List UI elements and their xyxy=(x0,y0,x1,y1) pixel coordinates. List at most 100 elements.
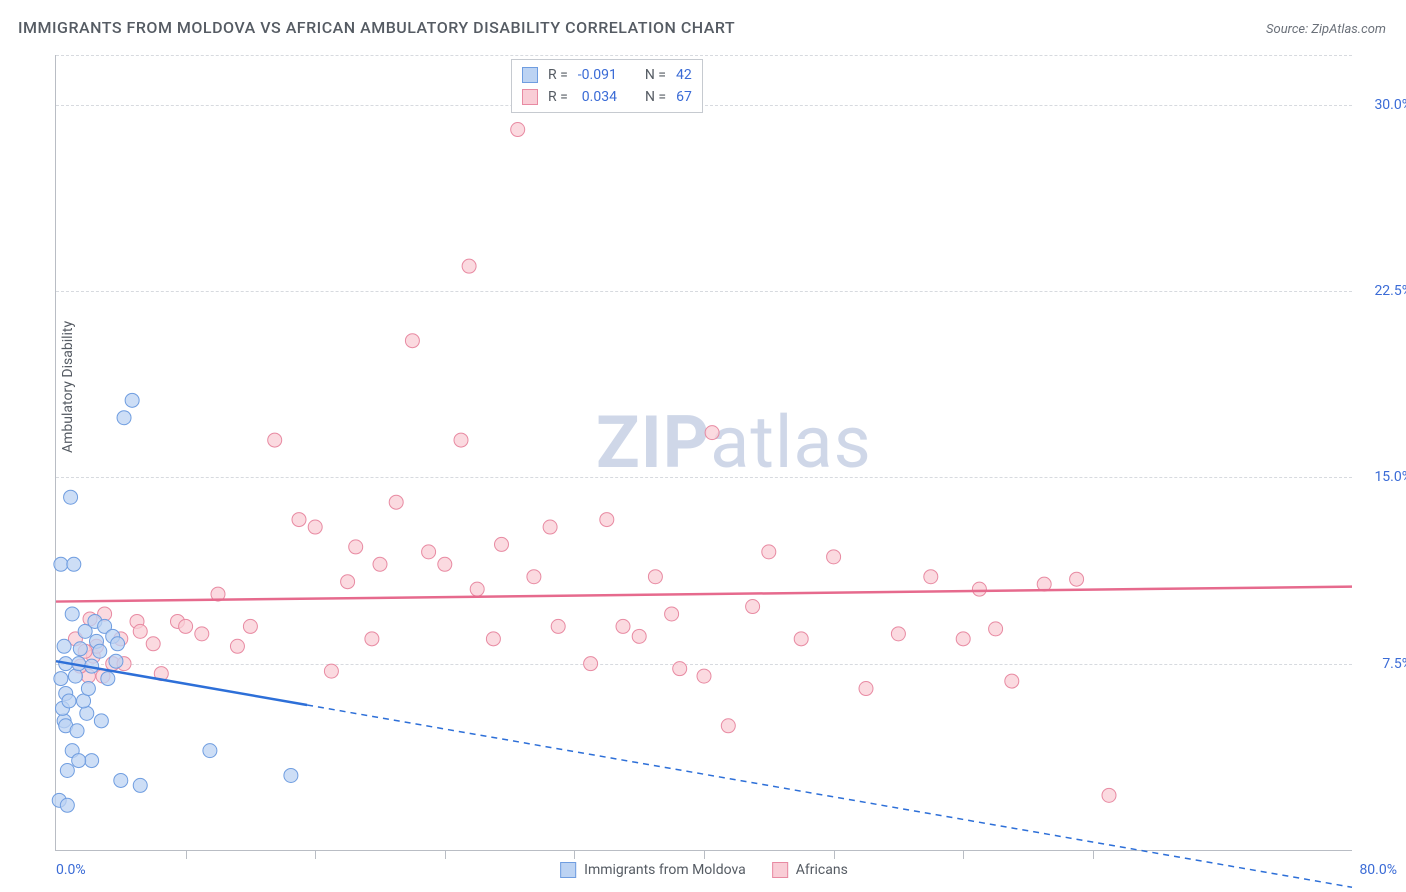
data-point xyxy=(551,619,565,633)
data-point xyxy=(133,624,147,638)
r-label: R = xyxy=(548,89,568,105)
data-point xyxy=(924,570,938,584)
x-min-label: 0.0% xyxy=(56,862,86,878)
legend-series: Immigrants from Moldova Africans xyxy=(560,862,848,878)
x-max-label: 80.0% xyxy=(1359,862,1397,878)
data-point xyxy=(114,773,128,787)
y-tick-label: 22.5% xyxy=(1357,283,1406,299)
data-point xyxy=(972,582,986,596)
swatch-series-b xyxy=(522,89,538,105)
data-point xyxy=(73,642,87,656)
data-point xyxy=(721,719,735,733)
data-point xyxy=(794,632,808,646)
data-point xyxy=(989,622,1003,636)
n-label: N = xyxy=(645,67,666,83)
trend-line xyxy=(56,661,307,705)
x-tick xyxy=(186,850,187,859)
data-point xyxy=(109,654,123,668)
legend-correlation: R = -0.091 N = 42 R = 0.034 N = 67 xyxy=(511,59,703,113)
n-value-a: 42 xyxy=(676,67,692,83)
data-point xyxy=(1070,572,1084,586)
n-value-b: 67 xyxy=(676,89,692,105)
x-tick xyxy=(1093,850,1094,859)
data-point xyxy=(673,662,687,676)
data-point xyxy=(665,607,679,621)
data-point xyxy=(462,259,476,273)
data-point xyxy=(511,123,525,137)
data-point xyxy=(62,694,76,708)
data-point xyxy=(111,637,125,651)
data-point xyxy=(94,714,108,728)
data-point xyxy=(133,778,147,792)
data-point xyxy=(373,557,387,571)
data-point xyxy=(616,619,630,633)
data-point xyxy=(125,393,139,407)
swatch-series-b xyxy=(772,862,788,878)
data-point xyxy=(57,639,71,653)
x-tick xyxy=(315,850,316,859)
data-point xyxy=(543,520,557,534)
data-point xyxy=(600,513,614,527)
data-point xyxy=(80,706,94,720)
data-point xyxy=(146,637,160,651)
data-point xyxy=(60,798,74,812)
x-tick xyxy=(704,850,705,859)
data-point xyxy=(584,657,598,671)
y-tick-label: 15.0% xyxy=(1357,469,1406,485)
trend-line xyxy=(56,587,1352,602)
x-tick xyxy=(834,850,835,859)
data-point xyxy=(454,433,468,447)
y-tick-label: 30.0% xyxy=(1357,97,1406,113)
data-point xyxy=(70,724,84,738)
data-point xyxy=(827,550,841,564)
data-point xyxy=(527,570,541,584)
data-point xyxy=(746,600,760,614)
data-point xyxy=(389,495,403,509)
data-point xyxy=(697,669,711,683)
scatter-svg xyxy=(56,55,1352,850)
r-label: R = xyxy=(548,67,568,83)
data-point xyxy=(243,619,257,633)
data-point xyxy=(101,672,115,686)
x-tick xyxy=(445,850,446,859)
data-point xyxy=(1102,788,1116,802)
series-a-name: Immigrants from Moldova xyxy=(584,862,746,878)
data-point xyxy=(632,629,646,643)
data-point xyxy=(284,768,298,782)
data-point xyxy=(203,744,217,758)
data-point xyxy=(65,607,79,621)
data-point xyxy=(268,433,282,447)
data-point xyxy=(54,557,68,571)
data-point xyxy=(308,520,322,534)
data-point xyxy=(54,672,68,686)
data-point xyxy=(486,632,500,646)
data-point xyxy=(81,682,95,696)
swatch-series-a xyxy=(522,67,538,83)
data-point xyxy=(422,545,436,559)
data-point xyxy=(1005,674,1019,688)
data-point xyxy=(956,632,970,646)
data-point xyxy=(705,426,719,440)
data-point xyxy=(64,490,78,504)
data-point xyxy=(77,694,91,708)
chart-title: IMMIGRANTS FROM MOLDOVA VS AFRICAN AMBUL… xyxy=(18,18,735,37)
data-point xyxy=(891,627,905,641)
x-tick xyxy=(574,850,575,859)
data-point xyxy=(72,754,86,768)
data-point xyxy=(68,669,82,683)
data-point xyxy=(405,334,419,348)
data-point xyxy=(859,682,873,696)
data-point xyxy=(349,540,363,554)
data-point xyxy=(292,513,306,527)
data-point xyxy=(341,575,355,589)
series-b-name: Africans xyxy=(796,862,848,878)
swatch-series-a xyxy=(560,862,576,878)
data-point xyxy=(85,754,99,768)
y-tick-label: 7.5% xyxy=(1357,656,1406,672)
trend-line-extrapolated xyxy=(307,705,1352,887)
source-attribution: Source: ZipAtlas.com xyxy=(1266,22,1386,37)
data-point xyxy=(117,411,131,425)
data-point xyxy=(324,664,338,678)
data-point xyxy=(195,627,209,641)
data-point xyxy=(438,557,452,571)
